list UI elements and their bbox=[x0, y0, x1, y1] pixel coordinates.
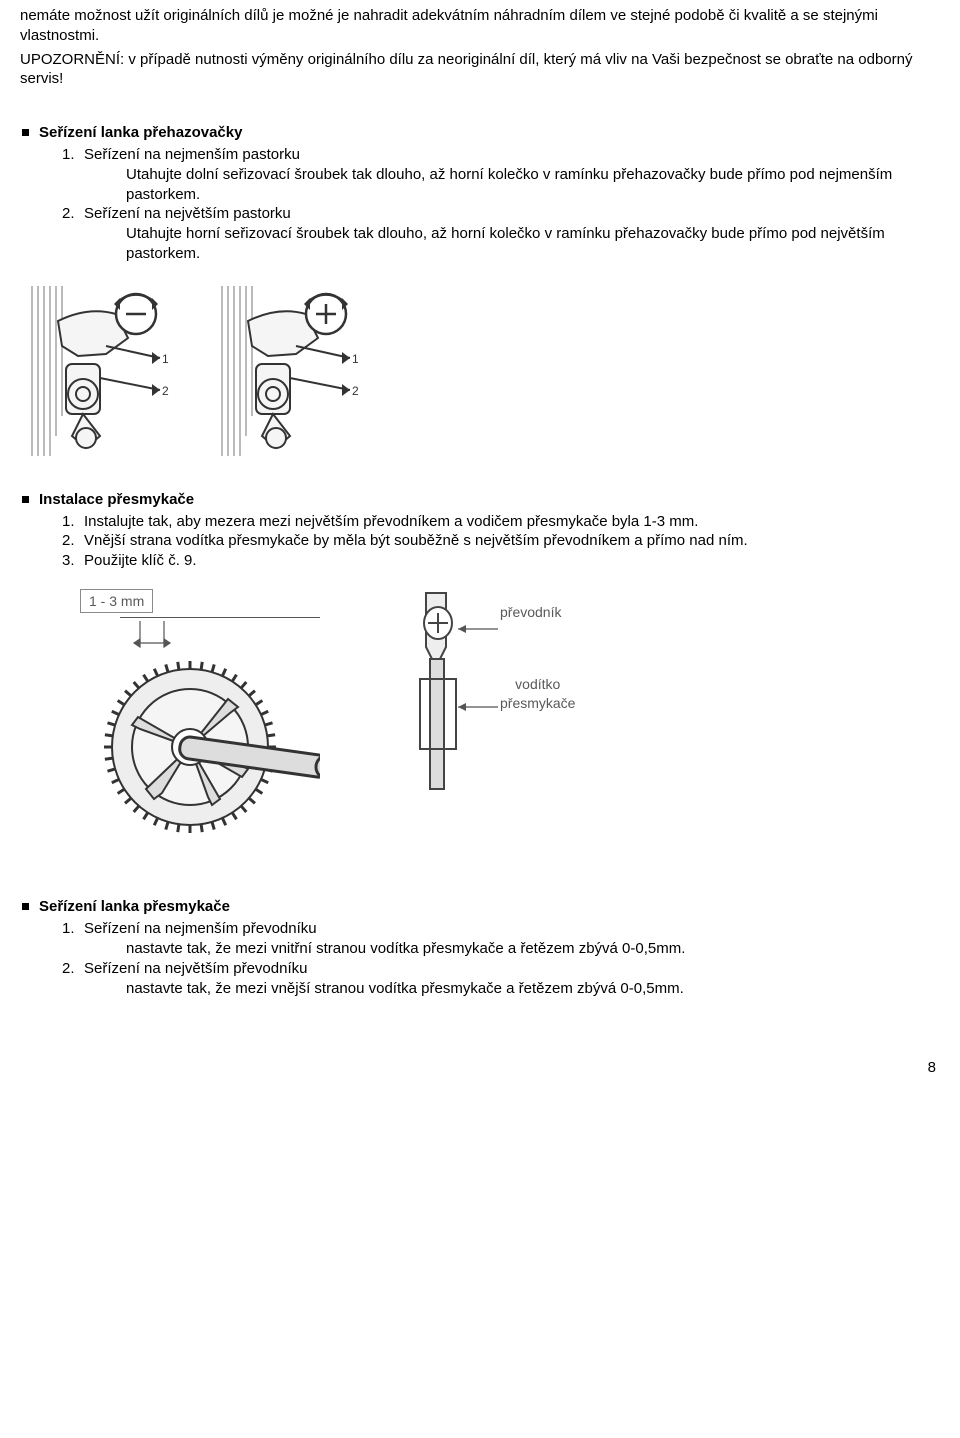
svg-text:1: 1 bbox=[352, 352, 359, 366]
list-item: 2. Vnější strana vodítka přesmykače by m… bbox=[62, 531, 940, 551]
list-item: 3. Použijte klíč č. 9. bbox=[62, 551, 940, 571]
page-number: 8 bbox=[20, 1058, 940, 1078]
item-number: 1. bbox=[62, 145, 84, 165]
item-body: Vnější strana vodítka přesmykače by měla… bbox=[84, 531, 940, 551]
label-prevodnik: převodník bbox=[500, 603, 575, 621]
item-number: 1. bbox=[62, 919, 84, 939]
derailleur-diagram-1-icon: 1 2 bbox=[28, 286, 188, 456]
list-item: 1. Seřízení na nejmenším převodníku bbox=[62, 919, 940, 939]
item-body: Použijte klíč č. 9. bbox=[84, 551, 940, 571]
section-3-heading: Seřízení lanka přesmykače bbox=[20, 897, 940, 917]
item-body: Utahujte dolní seřizovací šroubek tak dl… bbox=[62, 165, 940, 205]
item-number: 1. bbox=[62, 512, 84, 532]
item-title: Seřízení na nejmenším převodníku bbox=[84, 919, 940, 939]
item-number: 2. bbox=[62, 959, 84, 979]
section-1-heading: Seřízení lanka přehazovačky bbox=[20, 123, 940, 143]
section-2-heading: Instalace přesmykače bbox=[20, 490, 940, 510]
crankset-figure: 1 - 3 mm bbox=[80, 589, 320, 837]
section-2-list: 1. Instalujte tak, aby mezera mezi nejvě… bbox=[20, 512, 940, 571]
bullet-icon bbox=[22, 903, 29, 910]
section-3-list: 1. Seřízení na nejmenším převodníku nast… bbox=[20, 919, 940, 998]
bullet-icon bbox=[22, 129, 29, 136]
section-1-list: 1. Seřízení na nejmenším pastorku Utahuj… bbox=[20, 145, 940, 264]
item-number: 2. bbox=[62, 204, 84, 224]
intro-paragraph-1: nemáte možnost užít originálních dílů je… bbox=[20, 6, 940, 46]
svg-text:2: 2 bbox=[352, 384, 359, 398]
list-item: 2. Seřízení na největším převodníku bbox=[62, 959, 940, 979]
item-number: 3. bbox=[62, 551, 84, 571]
item-body: Utahujte horní seřizovací šroubek tak dl… bbox=[62, 224, 940, 264]
svg-text:1: 1 bbox=[162, 352, 169, 366]
bullet-icon bbox=[22, 496, 29, 503]
list-item: 1. Instalujte tak, aby mezera mezi nejvě… bbox=[62, 512, 940, 532]
list-item: 2. Seřízení na největším pastorku bbox=[62, 204, 940, 224]
front-derailleur-figure: převodník vodítko přesmykače bbox=[380, 589, 575, 799]
section-3-title: Seřízení lanka přesmykače bbox=[39, 897, 230, 917]
section-2-title: Instalace přesmykače bbox=[39, 490, 194, 510]
item-title: Seřízení na nejmenším pastorku bbox=[84, 145, 940, 165]
svg-text:2: 2 bbox=[162, 384, 169, 398]
item-number: 2. bbox=[62, 531, 84, 551]
label-text: převodník bbox=[500, 603, 561, 621]
intro-paragraph-2: UPOZORNĚNÍ: v případě nutnosti výměny or… bbox=[20, 50, 940, 90]
front-derailleur-labels: převodník vodítko přesmykače bbox=[500, 603, 575, 712]
derailleur-diagram-2-icon: 1 2 bbox=[218, 286, 378, 456]
figure-derailleur-row: 1 2 1 bbox=[28, 286, 940, 456]
item-title: Seřízení na největším pastorku bbox=[84, 204, 940, 224]
item-body: nastavte tak, že mezi vnější stranou vod… bbox=[62, 979, 940, 999]
item-title: Seřízení na největším převodníku bbox=[84, 959, 940, 979]
label-text: přesmykače bbox=[500, 694, 575, 712]
item-body: nastavte tak, že mezi vnitřní stranou vo… bbox=[62, 939, 940, 959]
gap-label: 1 - 3 mm bbox=[80, 589, 153, 613]
item-body: Instalujte tak, aby mezera mezi největší… bbox=[84, 512, 940, 532]
list-item: 1. Seřízení na nejmenším pastorku bbox=[62, 145, 940, 165]
front-derailleur-icon bbox=[380, 589, 500, 799]
section-1-title: Seřízení lanka přehazovačky bbox=[39, 123, 242, 143]
crankset-icon bbox=[80, 617, 320, 837]
label-text: vodítko bbox=[515, 675, 560, 693]
label-voditko: vodítko přesmykače bbox=[500, 675, 575, 712]
figure-crankset-row: 1 - 3 mm bbox=[80, 589, 940, 837]
